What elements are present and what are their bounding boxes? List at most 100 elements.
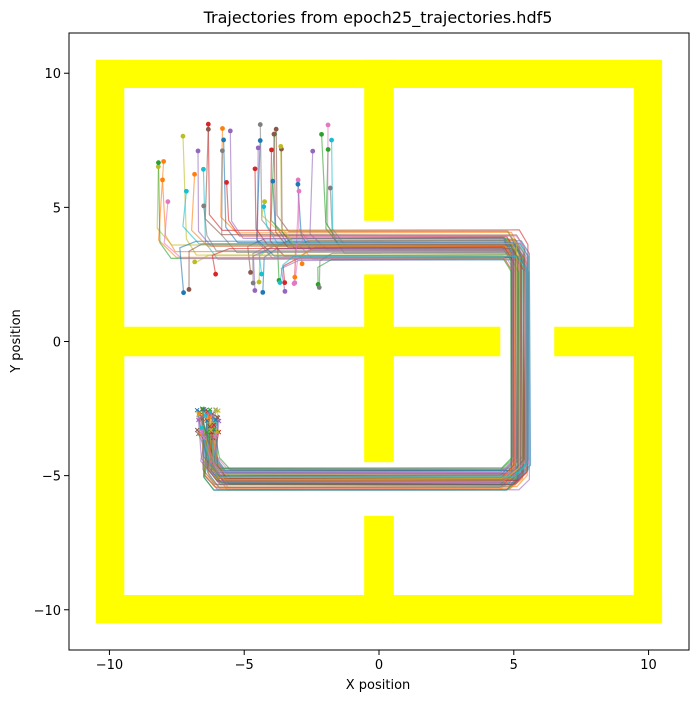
trajectory-start-marker: [269, 147, 274, 153]
trajectory-start-marker: [183, 188, 189, 194]
trajectory-start-marker: [180, 133, 186, 139]
y-tick-label: 0: [53, 336, 61, 351]
trajectory-start-marker: [181, 290, 186, 296]
trajectory-end-marker: [202, 412, 208, 418]
trajectory-line: [208, 146, 521, 479]
trajectory-start-marker: [261, 204, 267, 210]
trajectory-start-marker: [271, 131, 277, 137]
trajectory-end-marker: [199, 429, 204, 434]
x-tick-label: 10: [640, 658, 657, 673]
x-tick-label: 5: [510, 658, 518, 673]
trajectory-start-marker: [270, 178, 276, 184]
chart-title: Trajectories from epoch25_trajectories.h…: [203, 8, 553, 28]
trajectory-line: [182, 191, 529, 475]
trajectory-start-marker: [161, 159, 167, 164]
trajectory-start-marker: [259, 271, 264, 277]
trajectory-start-marker: [221, 137, 226, 143]
trajectory-start-marker: [255, 145, 261, 151]
wall-segment-7: [364, 274, 394, 463]
trajectory-start-marker: [257, 138, 263, 143]
trajectory-start-marker: [273, 126, 279, 132]
x-tick-label: −5: [235, 658, 254, 673]
y-axis: −10 −5 0 5 10: [34, 67, 69, 619]
trajectory-end-marker: [204, 429, 210, 435]
trajectory-start-marker: [201, 203, 207, 209]
trajectory-end-marker: [201, 435, 207, 441]
trajectory-start-marker: [252, 166, 258, 172]
trajectory-end-marker: [213, 407, 218, 413]
trajectory-start-marker: [160, 177, 165, 183]
y-axis-label: Y position: [9, 309, 24, 374]
trajectory-end-marker: [207, 414, 213, 420]
trajectory-start-marker: [219, 148, 225, 154]
trajectory-start-marker: [224, 179, 229, 185]
trajectory-end-marker: [195, 431, 201, 437]
trajectory-end-marker: [194, 427, 200, 433]
x-axis-label: X position: [346, 678, 411, 693]
wall-segment-4: [95, 326, 501, 357]
wall-segment-6: [364, 59, 394, 221]
trajectory-start-marker: [227, 128, 233, 134]
trajectory-start-marker: [192, 171, 197, 177]
trajectory-end-marker: [199, 414, 205, 420]
trajectory-end-marker: [201, 406, 206, 412]
trajectory-start-marker: [155, 164, 161, 170]
trajectory-start-marker: [165, 199, 171, 205]
trajectory-end-marker: [207, 424, 213, 429]
trajectory-start-marker: [327, 185, 333, 191]
trajectory-start-marker: [262, 199, 268, 205]
y-tick-label: −5: [42, 470, 61, 485]
trajectory-start-marker: [248, 269, 253, 275]
trajectory-start-marker: [278, 143, 284, 149]
trajectory-end-marker: [199, 406, 205, 412]
trajectory-start-marker: [291, 281, 297, 286]
trajectory-end-marker: [211, 422, 217, 428]
trajectory-start-marker: [213, 271, 219, 277]
trajectory-end-marker: [194, 407, 200, 413]
trajectory-end-marker: [208, 421, 214, 427]
trajectory-end-marker: [214, 414, 220, 420]
trajectory-start-marker: [250, 280, 256, 286]
trajectory-start-marker: [325, 147, 331, 152]
trajectory-line: [201, 255, 527, 478]
trajectory-start-marker: [186, 287, 192, 292]
wall-segment-8: [364, 515, 394, 624]
trajectory-start-marker: [299, 261, 305, 267]
trajectory-start-marker: [205, 126, 211, 132]
trajectory-start-marker: [195, 148, 201, 154]
trajectory-start-marker: [256, 279, 262, 285]
trajectory-line: [157, 162, 520, 491]
trajectory-start-marker: [277, 280, 283, 285]
trajectory-end-marker: [208, 427, 214, 433]
trajectory-start-marker: [296, 188, 302, 194]
x-tick-label: −10: [96, 658, 123, 673]
wall-segment-5: [554, 326, 663, 357]
x-axis: −10 −5 0 5 10: [96, 650, 657, 673]
trajectory-start-marker: [292, 274, 298, 280]
trajectory-start-marker: [295, 181, 301, 187]
trajectory-start-marker: [310, 148, 316, 154]
trajectory-start-marker: [252, 288, 258, 293]
trajectory-end-marker: [208, 434, 214, 440]
trajectory-end-marker: [213, 417, 219, 423]
trajectory-start-marker: [295, 177, 301, 183]
trajectory-start-marker: [257, 122, 263, 127]
trajectory-start-marker: [192, 259, 198, 265]
y-tick-label: 10: [44, 67, 61, 82]
trajectory-end-marker: [199, 424, 205, 430]
trajectory-start-marker: [260, 289, 266, 295]
trajectory-end-marker: [207, 407, 213, 413]
trajectory-start-marker: [282, 288, 288, 294]
trajectory-start-marker: [329, 137, 334, 143]
trajectory-end-marker: [200, 407, 205, 412]
trajectory-markers: [155, 121, 334, 441]
y-tick-label: 5: [53, 201, 61, 216]
trajectory-start-marker: [282, 280, 288, 286]
trajectory-start-marker: [319, 131, 324, 137]
trajectory-end-marker: [215, 429, 220, 435]
trajectory-lines: [156, 124, 532, 491]
trajectory-start-marker: [201, 166, 206, 172]
trajectory-line: [201, 129, 526, 486]
trajectory-start-marker: [156, 160, 161, 166]
